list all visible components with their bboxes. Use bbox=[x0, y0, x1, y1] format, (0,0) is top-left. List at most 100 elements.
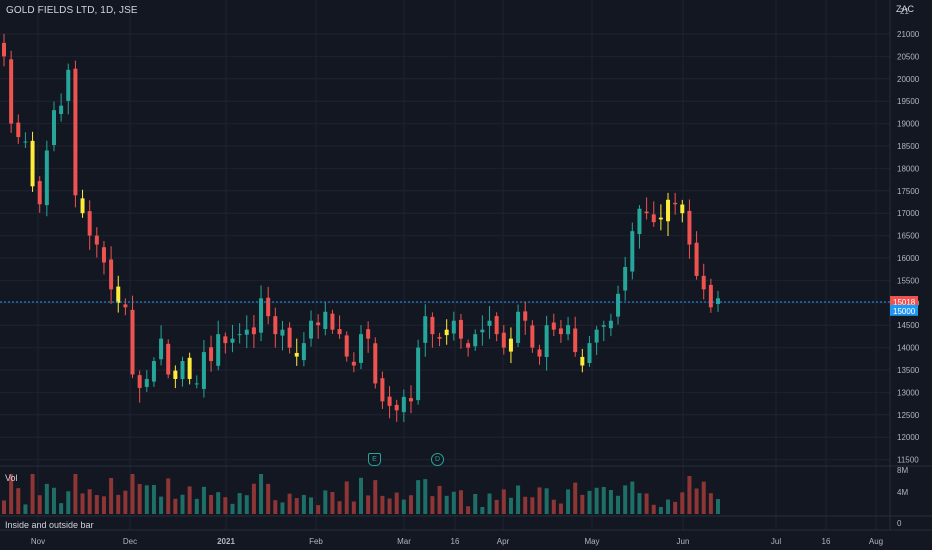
price-tick-label: 20500 bbox=[897, 52, 920, 61]
volume-bar bbox=[566, 489, 571, 514]
candle-body bbox=[101, 247, 106, 263]
volume-bar bbox=[294, 498, 299, 514]
volume-bar bbox=[508, 497, 513, 514]
candle-body bbox=[644, 211, 649, 214]
candle-body bbox=[630, 231, 635, 272]
volume-bar bbox=[373, 480, 378, 514]
candle-body bbox=[487, 320, 492, 326]
volume-bar bbox=[80, 493, 85, 514]
volume-bar bbox=[430, 496, 435, 514]
candle-body bbox=[359, 334, 363, 363]
volume-bar bbox=[16, 488, 21, 514]
candle-body bbox=[151, 361, 156, 382]
candle-body bbox=[323, 311, 328, 329]
candle-body bbox=[187, 357, 192, 379]
candle-body bbox=[558, 328, 563, 335]
candle-body bbox=[144, 378, 149, 387]
price-tick-label-partial: 21 bbox=[900, 7, 909, 16]
volume-bar bbox=[494, 499, 499, 514]
earnings-event-icon[interactable]: E bbox=[368, 453, 381, 466]
candle-body bbox=[394, 404, 399, 411]
volume-bar bbox=[94, 495, 99, 514]
volume-bar bbox=[516, 485, 521, 514]
candle-body bbox=[373, 343, 378, 384]
candle-body bbox=[501, 332, 506, 348]
currency-label: ZAC bbox=[896, 4, 914, 14]
candle-body bbox=[430, 316, 435, 335]
secondary-price-tag-label: 15000 bbox=[893, 307, 916, 316]
volume-bar bbox=[237, 493, 242, 514]
candle-body bbox=[458, 319, 463, 339]
candle-body bbox=[194, 383, 199, 385]
price-tick-label: 16000 bbox=[897, 254, 920, 263]
volume-tick-label: 0 bbox=[897, 519, 902, 528]
volume-bar bbox=[223, 497, 228, 514]
volume-bar bbox=[694, 488, 699, 514]
candle-body bbox=[73, 68, 78, 196]
indicator-panel-label: Inside and outside bar bbox=[5, 520, 94, 530]
candle-body bbox=[673, 202, 678, 205]
candle-body bbox=[658, 217, 663, 220]
candle-body bbox=[209, 347, 214, 362]
candle-body bbox=[437, 337, 442, 339]
volume-bar bbox=[601, 486, 606, 514]
dividend-event-icon[interactable]: D bbox=[431, 453, 444, 466]
volume-bar bbox=[323, 490, 328, 514]
time-tick-label: Jun bbox=[677, 537, 690, 546]
candle-body bbox=[159, 338, 164, 360]
last-price-tag bbox=[890, 295, 918, 307]
volume-bar bbox=[687, 476, 692, 514]
chart-title: GOLD FIELDS LTD, 1D, JSE bbox=[6, 5, 138, 16]
time-tick-label: 2021 bbox=[217, 537, 235, 546]
price-tick-label: 18500 bbox=[897, 142, 920, 151]
volume-bar bbox=[216, 492, 221, 514]
candle-body bbox=[344, 335, 349, 357]
volume-bar bbox=[416, 480, 421, 514]
candle-body bbox=[680, 204, 685, 214]
volume-bar bbox=[201, 486, 206, 514]
volume-bar bbox=[537, 487, 542, 514]
candle-body bbox=[237, 334, 242, 336]
volume-bar bbox=[523, 496, 528, 514]
volume-bar bbox=[187, 486, 192, 514]
volume-bar bbox=[151, 485, 156, 514]
volume-bar bbox=[473, 493, 478, 514]
volume-panel-label: Vol bbox=[5, 473, 18, 483]
volume-bar bbox=[644, 493, 649, 514]
price-tick-label: 15500 bbox=[897, 276, 920, 285]
time-tick-label: Dec bbox=[123, 537, 137, 546]
price-tick-label: 14500 bbox=[897, 321, 920, 330]
candle-body bbox=[316, 322, 321, 326]
candle-body bbox=[444, 329, 449, 336]
time-tick-label: 16 bbox=[822, 537, 831, 546]
volume-bar bbox=[651, 504, 656, 514]
volume-bar bbox=[280, 502, 285, 514]
price-tick-label: 21000 bbox=[897, 30, 920, 39]
volume-bar bbox=[573, 482, 578, 514]
last-price-tag-label: 15018 bbox=[893, 298, 916, 307]
candle-body bbox=[351, 361, 356, 366]
candle-body bbox=[708, 284, 713, 308]
volume-bar bbox=[608, 490, 613, 514]
candle-body bbox=[401, 396, 406, 413]
candle-body bbox=[666, 199, 671, 222]
volume-bar bbox=[209, 494, 214, 514]
candle-body bbox=[608, 320, 613, 329]
candle-body bbox=[230, 338, 235, 343]
candle-body bbox=[580, 356, 585, 366]
volume-bar bbox=[673, 501, 678, 514]
candle-body bbox=[44, 150, 49, 206]
candle-body bbox=[623, 266, 628, 291]
time-tick-label: Nov bbox=[31, 537, 45, 546]
candle-body bbox=[30, 140, 35, 187]
candle-body bbox=[387, 396, 392, 406]
price-tick-label: 16500 bbox=[897, 232, 920, 241]
candle-body bbox=[273, 316, 278, 335]
candle-body bbox=[637, 208, 642, 235]
volume-bar bbox=[316, 505, 321, 514]
price-tick-label: 12500 bbox=[897, 411, 920, 420]
candle-body bbox=[16, 122, 21, 138]
volume-bar bbox=[708, 493, 713, 514]
candle-body bbox=[94, 235, 99, 245]
